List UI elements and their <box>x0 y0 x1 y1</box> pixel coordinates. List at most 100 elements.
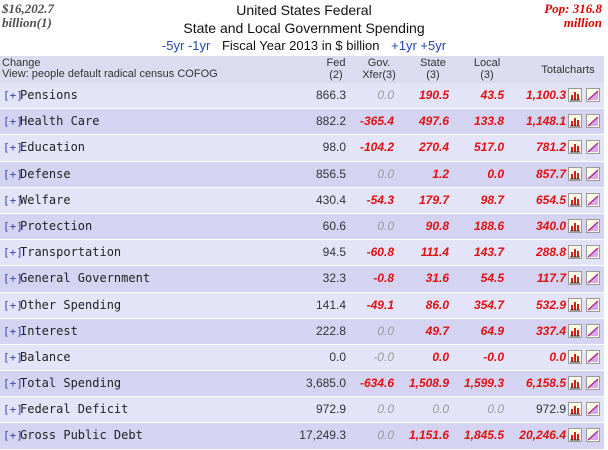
view-people-link[interactable]: people <box>31 68 65 80</box>
view-cofog-link[interactable]: COFOG <box>177 68 218 80</box>
bar-chart-icon[interactable] <box>568 245 582 260</box>
expand-toggle[interactable]: [+] <box>3 350 23 364</box>
row-label: Welfare <box>20 192 71 207</box>
bar-chart-icon[interactable] <box>568 297 582 312</box>
expand-toggle[interactable]: [+] <box>3 167 23 181</box>
state-value: 90.8 <box>425 218 449 233</box>
table-row: [+] Federal Deficit 972.9 0.0 0.0 0.0 972.9 <box>0 397 604 424</box>
xfer-value: 0.0 <box>377 88 394 102</box>
expand-toggle[interactable]: [+] <box>3 377 23 391</box>
bar-chart-icon[interactable] <box>568 88 582 102</box>
xfer-value: 0.0 <box>377 402 394 417</box>
table-row: [+] Health Care 882.2 -365.4 497.6 133.8 1,148… <box>0 109 604 136</box>
line-chart-icon[interactable] <box>586 245 600 260</box>
local-value: 43.5 <box>480 88 504 102</box>
line-chart-icon[interactable] <box>586 192 600 207</box>
line-chart-icon[interactable] <box>586 271 600 286</box>
line-chart-icon[interactable] <box>586 114 600 129</box>
bar-chart-icon[interactable] <box>568 349 582 364</box>
view-label: View: <box>2 68 29 80</box>
fed-value: 94.5 <box>322 245 346 260</box>
row-label: Other Spending <box>20 297 122 312</box>
page-title: United States Federal <box>236 2 372 18</box>
row-label: Interest <box>20 323 78 338</box>
table-row: [+] Transportation 94.5 -60.8 111.4 143.7 288.… <box>0 240 604 267</box>
bar-chart-icon[interactable] <box>568 323 582 338</box>
row-label: General Government <box>20 271 151 286</box>
view-default-link[interactable]: default <box>67 68 101 80</box>
expand-toggle[interactable]: [+] <box>3 246 23 260</box>
bar-chart-icon[interactable] <box>568 166 582 181</box>
local-value: 0.0 <box>487 166 504 181</box>
state-value: 49.7 <box>425 323 449 338</box>
line-chart-icon[interactable] <box>586 376 600 391</box>
bar-chart-icon[interactable] <box>568 376 582 391</box>
row-label: Protection <box>20 218 93 233</box>
bar-chart-icon[interactable] <box>568 428 582 443</box>
bar-chart-icon[interactable] <box>568 114 582 129</box>
local-value: 1,599.3 <box>463 376 504 391</box>
row-label: Gross Public Debt <box>20 428 143 443</box>
local-value: 54.5 <box>480 271 504 286</box>
bar-chart-icon[interactable] <box>568 192 582 207</box>
table-row: [+] General Government 32.3 -0.8 31.6 54.5 117… <box>0 266 604 293</box>
state-value: 111.4 <box>420 245 449 260</box>
expand-toggle[interactable]: [+] <box>3 298 23 312</box>
local-value: 143.7 <box>473 245 504 260</box>
line-chart-icon[interactable] <box>586 349 600 364</box>
bar-chart-icon[interactable] <box>568 218 582 233</box>
row-label: Transportation <box>20 245 122 260</box>
page-header: $16,202.7 billion(1) Pop: 316.8 million … <box>0 0 608 56</box>
line-chart-icon[interactable] <box>586 428 600 443</box>
expand-toggle[interactable]: [+] <box>3 403 23 417</box>
line-chart-icon[interactable] <box>586 88 600 102</box>
gdp-unit: billion(1) <box>2 15 52 30</box>
fed-value: 60.6 <box>322 218 346 233</box>
line-chart-icon[interactable] <box>586 297 600 312</box>
gdp-amount: $16,202.7 <box>2 1 54 16</box>
state-value: 1,151.6 <box>408 428 449 443</box>
xfer-value: 0.0 <box>377 428 394 443</box>
minus-1yr-link[interactable]: -1yr <box>187 38 211 53</box>
plus-5yr-link[interactable]: +5yr <box>420 38 447 53</box>
view-radical-link[interactable]: radical <box>103 68 137 80</box>
line-chart-icon[interactable] <box>586 140 600 155</box>
expand-toggle[interactable]: [+] <box>3 324 23 338</box>
bar-chart-icon[interactable] <box>568 140 582 155</box>
expand-toggle[interactable]: [+] <box>3 219 23 233</box>
change-link[interactable]: Change <box>2 57 41 69</box>
fed-value: 222.8 <box>315 323 346 338</box>
line-chart-icon[interactable] <box>586 166 600 181</box>
bar-chart-icon[interactable] <box>568 402 582 417</box>
fed-value: 866.3 <box>315 88 346 102</box>
state-value: 497.6 <box>418 114 449 129</box>
table-row: [+] Pensions 866.3 0.0 190.5 43.5 1,100.3 <box>0 83 604 110</box>
plus-1yr-link[interactable]: +1yr <box>391 38 417 53</box>
table-header: Change View: people default radical cens… <box>0 56 604 83</box>
row-label: Education <box>20 140 86 155</box>
total-value: 972.9 <box>535 402 566 417</box>
bar-chart-icon[interactable] <box>568 271 582 286</box>
table-row: [+] Balance 0.0 -0.0 0.0 -0.0 0.0 <box>0 344 604 372</box>
line-chart-icon[interactable] <box>586 218 600 233</box>
line-chart-icon[interactable] <box>586 323 600 338</box>
total-value: 117.7 <box>536 271 566 286</box>
state-value: 270.4 <box>418 140 449 155</box>
table-row: [+] Gross Public Debt 17,249.3 0.0 1,151.6 1,… <box>0 423 604 450</box>
line-chart-icon[interactable] <box>586 402 600 417</box>
column-header-fed: Fed (2) <box>326 57 346 81</box>
state-value: 0.0 <box>432 349 449 364</box>
view-census-link[interactable]: census <box>139 68 175 80</box>
xfer-value: -104.2 <box>359 140 394 155</box>
total-value: 6,158.5 <box>525 376 566 391</box>
minus-5yr-link[interactable]: -5yr <box>161 38 185 53</box>
total-value: 337.4 <box>535 323 566 338</box>
expand-toggle[interactable]: [+] <box>3 193 23 207</box>
expand-toggle[interactable]: [+] <box>3 141 23 155</box>
xfer-value: -365.4 <box>359 114 394 129</box>
fed-value: 3,685.0 <box>305 376 346 391</box>
expand-toggle[interactable]: [+] <box>3 89 23 102</box>
expand-toggle[interactable]: [+] <box>3 115 23 129</box>
expand-toggle[interactable]: [+] <box>3 272 23 286</box>
local-value: 188.6 <box>473 218 504 233</box>
